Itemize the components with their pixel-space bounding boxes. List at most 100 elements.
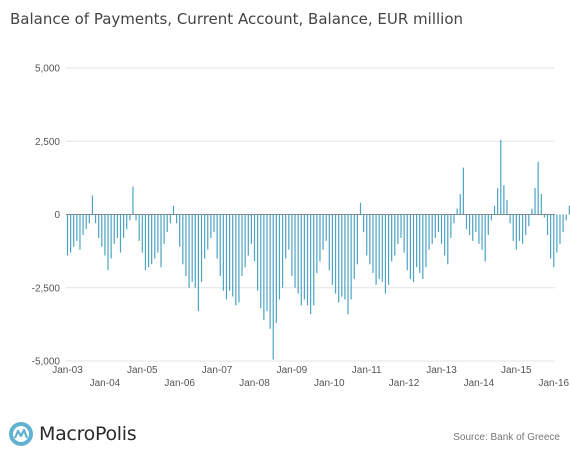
bar [241, 214, 243, 277]
x-tick-label: Jan-16 [539, 378, 570, 389]
bar [291, 214, 293, 277]
bar [113, 214, 115, 244]
bar [528, 214, 530, 227]
bar [525, 214, 527, 236]
bar [331, 214, 334, 285]
bar [257, 214, 259, 291]
x-tick-label: Jan-12 [389, 378, 420, 389]
bar [288, 214, 290, 250]
bar [216, 214, 218, 259]
bar [98, 214, 100, 238]
bar [210, 214, 212, 238]
bar [363, 214, 365, 233]
bar [85, 214, 87, 230]
bar [341, 214, 343, 297]
bar [568, 205, 570, 215]
bar [107, 214, 109, 271]
bar [397, 214, 399, 244]
bar [88, 214, 90, 224]
bar [497, 188, 499, 215]
y-tick-label: -5,000 [32, 357, 61, 368]
y-tick-label: -2,500 [32, 283, 61, 294]
bar [509, 214, 511, 224]
bar [185, 214, 187, 277]
bar [129, 214, 131, 221]
bar [381, 214, 383, 282]
bar [207, 214, 209, 250]
bar [253, 214, 256, 262]
bar [459, 193, 461, 215]
bar [76, 214, 78, 241]
bar [313, 214, 315, 306]
x-tick-label: Jan-03 [52, 365, 83, 376]
x-tick-label: Jan-05 [127, 365, 158, 376]
bar [478, 214, 480, 244]
bar [91, 195, 94, 215]
bar [132, 186, 134, 215]
bar [222, 214, 224, 291]
bar [141, 214, 143, 253]
bar [359, 202, 362, 215]
bar [82, 214, 84, 236]
x-tick-label: Jan-13 [426, 365, 457, 376]
bar [169, 214, 171, 224]
bar [515, 214, 517, 250]
bar [416, 214, 418, 268]
bar [387, 214, 390, 285]
bar [322, 214, 324, 250]
bar [294, 214, 296, 288]
bar [347, 214, 349, 315]
bar [540, 193, 542, 215]
bar [428, 214, 430, 250]
bar [235, 214, 237, 306]
bar [225, 214, 228, 300]
bar [319, 214, 321, 262]
bar [147, 214, 150, 268]
y-tick-label: 0 [54, 210, 60, 221]
bar [391, 214, 393, 262]
bar [110, 214, 112, 259]
bar [493, 205, 496, 215]
x-tick-label: Jan-10 [314, 378, 345, 389]
bar [394, 214, 396, 256]
bar [456, 208, 458, 215]
x-tick-label: Jan-09 [277, 365, 308, 376]
bar [546, 214, 549, 236]
bar [447, 214, 449, 265]
bar [247, 214, 249, 256]
bar [384, 214, 387, 294]
bar [553, 214, 555, 268]
bar [366, 214, 368, 256]
bar [550, 214, 552, 259]
bar [73, 214, 75, 247]
bar [422, 214, 424, 279]
y-tick-label: 5,000 [35, 64, 60, 75]
bar-series [66, 139, 570, 360]
bar [303, 214, 305, 300]
bar [353, 214, 355, 279]
x-tick-label: Jan-14 [464, 378, 495, 389]
bar [350, 214, 352, 300]
bar [521, 214, 524, 244]
bar [375, 214, 377, 285]
logo-mark-icon [9, 422, 33, 446]
x-tick-label: Jan-07 [202, 365, 233, 376]
bar [238, 214, 240, 303]
bar [484, 214, 486, 262]
bar [154, 214, 156, 259]
bar [266, 214, 268, 312]
bar [232, 214, 234, 297]
bar [453, 214, 455, 224]
bar [378, 214, 380, 279]
bar [188, 214, 190, 288]
bar [356, 214, 358, 265]
bar [537, 161, 539, 215]
bar [123, 214, 125, 238]
bar [419, 214, 421, 274]
source-note: Source: Bank of Greece [453, 432, 560, 443]
bar [66, 214, 69, 256]
bar [263, 214, 265, 320]
bar [79, 214, 81, 250]
bar [565, 214, 567, 221]
